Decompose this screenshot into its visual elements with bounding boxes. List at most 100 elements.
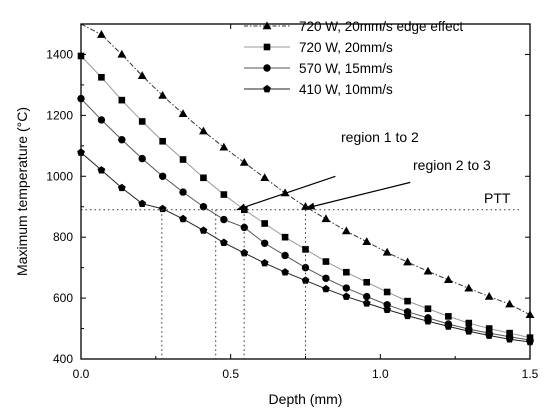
y-tick-label: 1400 bbox=[46, 47, 73, 61]
data-point bbox=[219, 238, 228, 246]
data-point bbox=[301, 276, 310, 284]
data-point bbox=[199, 226, 208, 234]
legend-swatch-marker bbox=[263, 84, 271, 93]
data-point bbox=[219, 142, 229, 151]
data-point bbox=[179, 188, 187, 196]
data-point bbox=[445, 313, 452, 320]
data-point bbox=[137, 71, 147, 79]
annotation-arrow bbox=[305, 181, 411, 209]
data-point bbox=[464, 283, 474, 292]
data-point bbox=[404, 297, 411, 305]
data-point bbox=[118, 96, 126, 104]
data-point bbox=[363, 292, 371, 301]
data-point bbox=[505, 299, 514, 308]
data-point bbox=[362, 299, 371, 307]
data-point bbox=[322, 258, 330, 265]
annotation-label: region 2 to 3 bbox=[413, 157, 491, 173]
arrow-head bbox=[236, 203, 247, 211]
data-point bbox=[220, 191, 228, 198]
data-point bbox=[383, 305, 392, 313]
data-point bbox=[424, 305, 432, 313]
annotation-2: region 2 to 3 bbox=[305, 157, 491, 210]
legend: 720 W, 20mm/s edge effect 720 W, 20mm/s 57… bbox=[244, 19, 463, 97]
data-point bbox=[260, 239, 269, 247]
annotation-1: region 1 to 2 bbox=[236, 129, 419, 211]
data-point bbox=[342, 292, 351, 300]
data-point bbox=[159, 137, 166, 145]
data-point bbox=[200, 174, 207, 182]
data-point bbox=[281, 233, 289, 241]
data-point bbox=[383, 288, 391, 296]
x-tick-label: 0.5 bbox=[222, 367, 239, 381]
data-point bbox=[424, 317, 432, 325]
data-point bbox=[158, 204, 167, 213]
data-point bbox=[260, 173, 270, 181]
data-point bbox=[117, 49, 127, 58]
data-point bbox=[301, 202, 310, 210]
data-point bbox=[341, 226, 351, 235]
annotation-layer: region 1 to 2 region 2 to 3 bbox=[236, 129, 491, 211]
data-point bbox=[138, 154, 146, 163]
y-axis-title: Maximum temperature (°C) bbox=[14, 107, 30, 276]
data-point bbox=[220, 215, 228, 224]
data-point bbox=[485, 325, 493, 332]
legend-label: 570 W, 15mm/s bbox=[299, 61, 393, 76]
data-point bbox=[179, 156, 187, 163]
data-point bbox=[322, 284, 330, 293]
arrow-head bbox=[305, 202, 316, 210]
data-point bbox=[97, 30, 106, 38]
legend-label: 410 W, 10mm/s bbox=[299, 82, 393, 97]
series-2 bbox=[77, 52, 534, 341]
legend-entry: 410 W, 10mm/s bbox=[244, 82, 393, 97]
data-point bbox=[158, 90, 168, 99]
data-point bbox=[261, 220, 268, 227]
legend-swatch-marker bbox=[262, 21, 272, 30]
data-point bbox=[138, 199, 147, 207]
legend-entry: 570 W, 15mm/s bbox=[244, 61, 393, 76]
data-point bbox=[505, 335, 514, 343]
y-tick-label: 1000 bbox=[46, 169, 73, 183]
data-point bbox=[443, 275, 453, 284]
axes-layer: 0.0 0.5 1.0 1.5 400 600 800 1000 1200 1400 Depth (… bbox=[14, 23, 539, 407]
data-point bbox=[199, 203, 208, 211]
data-point bbox=[281, 268, 289, 276]
legend-label: 720 W, 20mm/s bbox=[299, 40, 393, 55]
y-tick-label: 600 bbox=[53, 291, 73, 305]
data-point bbox=[302, 246, 309, 253]
legend-entry: 720 W, 20mm/s edge effect bbox=[244, 19, 463, 34]
data-point bbox=[118, 136, 126, 144]
data-point bbox=[98, 73, 105, 81]
data-point bbox=[403, 311, 412, 320]
data-point bbox=[240, 248, 249, 257]
data-point bbox=[485, 331, 494, 339]
data-point bbox=[363, 278, 371, 286]
legend-label: 720 W, 20mm/s edge effect bbox=[299, 19, 463, 34]
data-point bbox=[301, 263, 310, 272]
data-point bbox=[199, 126, 208, 135]
data-point bbox=[403, 257, 412, 266]
data-point bbox=[158, 172, 167, 180]
data-point bbox=[343, 268, 350, 276]
data-point bbox=[178, 109, 188, 118]
data-point bbox=[383, 301, 391, 309]
x-axis-title: Depth (mm) bbox=[269, 391, 343, 407]
x-tick-label: 1.0 bbox=[372, 367, 389, 381]
y-tick-label: 1200 bbox=[46, 108, 73, 122]
data-point bbox=[444, 322, 453, 330]
data-point bbox=[465, 319, 473, 327]
data-point bbox=[260, 258, 269, 267]
data-point bbox=[423, 266, 433, 275]
series-layer bbox=[77, 23, 535, 346]
data-point bbox=[281, 251, 289, 260]
data-point bbox=[342, 284, 351, 292]
data-point bbox=[321, 214, 331, 223]
data-point bbox=[179, 214, 187, 223]
annotation-label: region 1 to 2 bbox=[341, 129, 419, 145]
x-tick-label: 1.5 bbox=[522, 367, 539, 381]
series-4 bbox=[77, 148, 534, 346]
legend-swatch-marker bbox=[263, 64, 271, 72]
data-point bbox=[382, 247, 392, 256]
y-tick-label: 800 bbox=[53, 230, 73, 244]
data-point bbox=[97, 166, 106, 174]
